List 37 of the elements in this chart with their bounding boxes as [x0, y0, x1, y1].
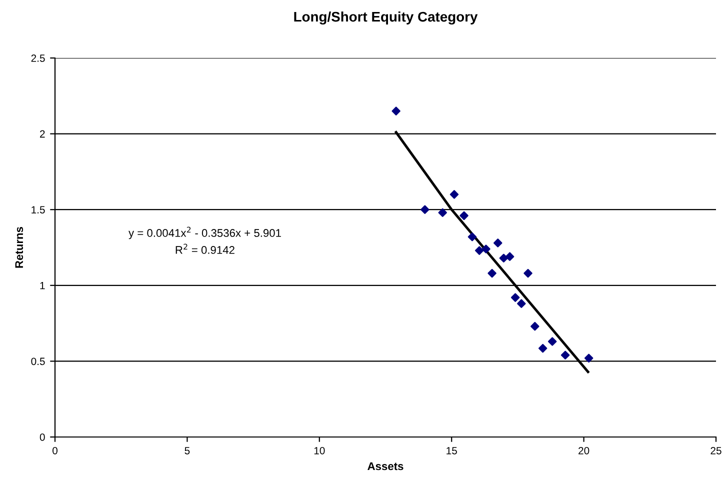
point — [482, 244, 490, 254]
y-tick-label: 2.5 — [31, 54, 45, 62]
point — [460, 211, 468, 220]
y-tick-label: 1 — [40, 282, 45, 290]
point — [468, 232, 477, 242]
y-tick-label: 0.5 — [31, 358, 45, 366]
point — [438, 208, 447, 217]
y-tick-label: 0 — [40, 434, 45, 441]
point — [584, 354, 594, 363]
point — [505, 252, 514, 261]
point — [488, 268, 496, 278]
point — [450, 190, 459, 199]
point — [494, 238, 502, 248]
chart-title: Long/Short Equity Category — [294, 11, 478, 25]
point — [517, 299, 526, 308]
point — [530, 322, 540, 331]
x-axis-title: Assets — [368, 462, 404, 470]
point — [538, 344, 548, 353]
y-tick-label: 1.5 — [32, 206, 45, 214]
point — [524, 268, 532, 278]
point — [420, 205, 430, 214]
x-tick-label: 5 — [184, 447, 190, 454]
x-tick-label: 10 — [314, 446, 325, 454]
point — [392, 106, 400, 116]
annotation: y = 0.0041x$^{2}$ - 0.3536x + 5.901 — [128, 226, 281, 240]
y-tick-label: 2 — [40, 130, 45, 138]
x-tick-label: 15 — [446, 447, 457, 454]
point — [510, 293, 520, 302]
x-tick-label: 25 — [710, 446, 722, 454]
annotation: R$^{2}$ = 0.9142 — [176, 244, 234, 254]
point — [560, 350, 570, 360]
point — [499, 254, 508, 262]
x-tick-label: 20 — [578, 446, 590, 454]
point — [474, 246, 484, 255]
y-axis-title: Returns — [15, 226, 24, 268]
x-tick-label: 0 — [52, 446, 58, 454]
point — [548, 337, 557, 346]
